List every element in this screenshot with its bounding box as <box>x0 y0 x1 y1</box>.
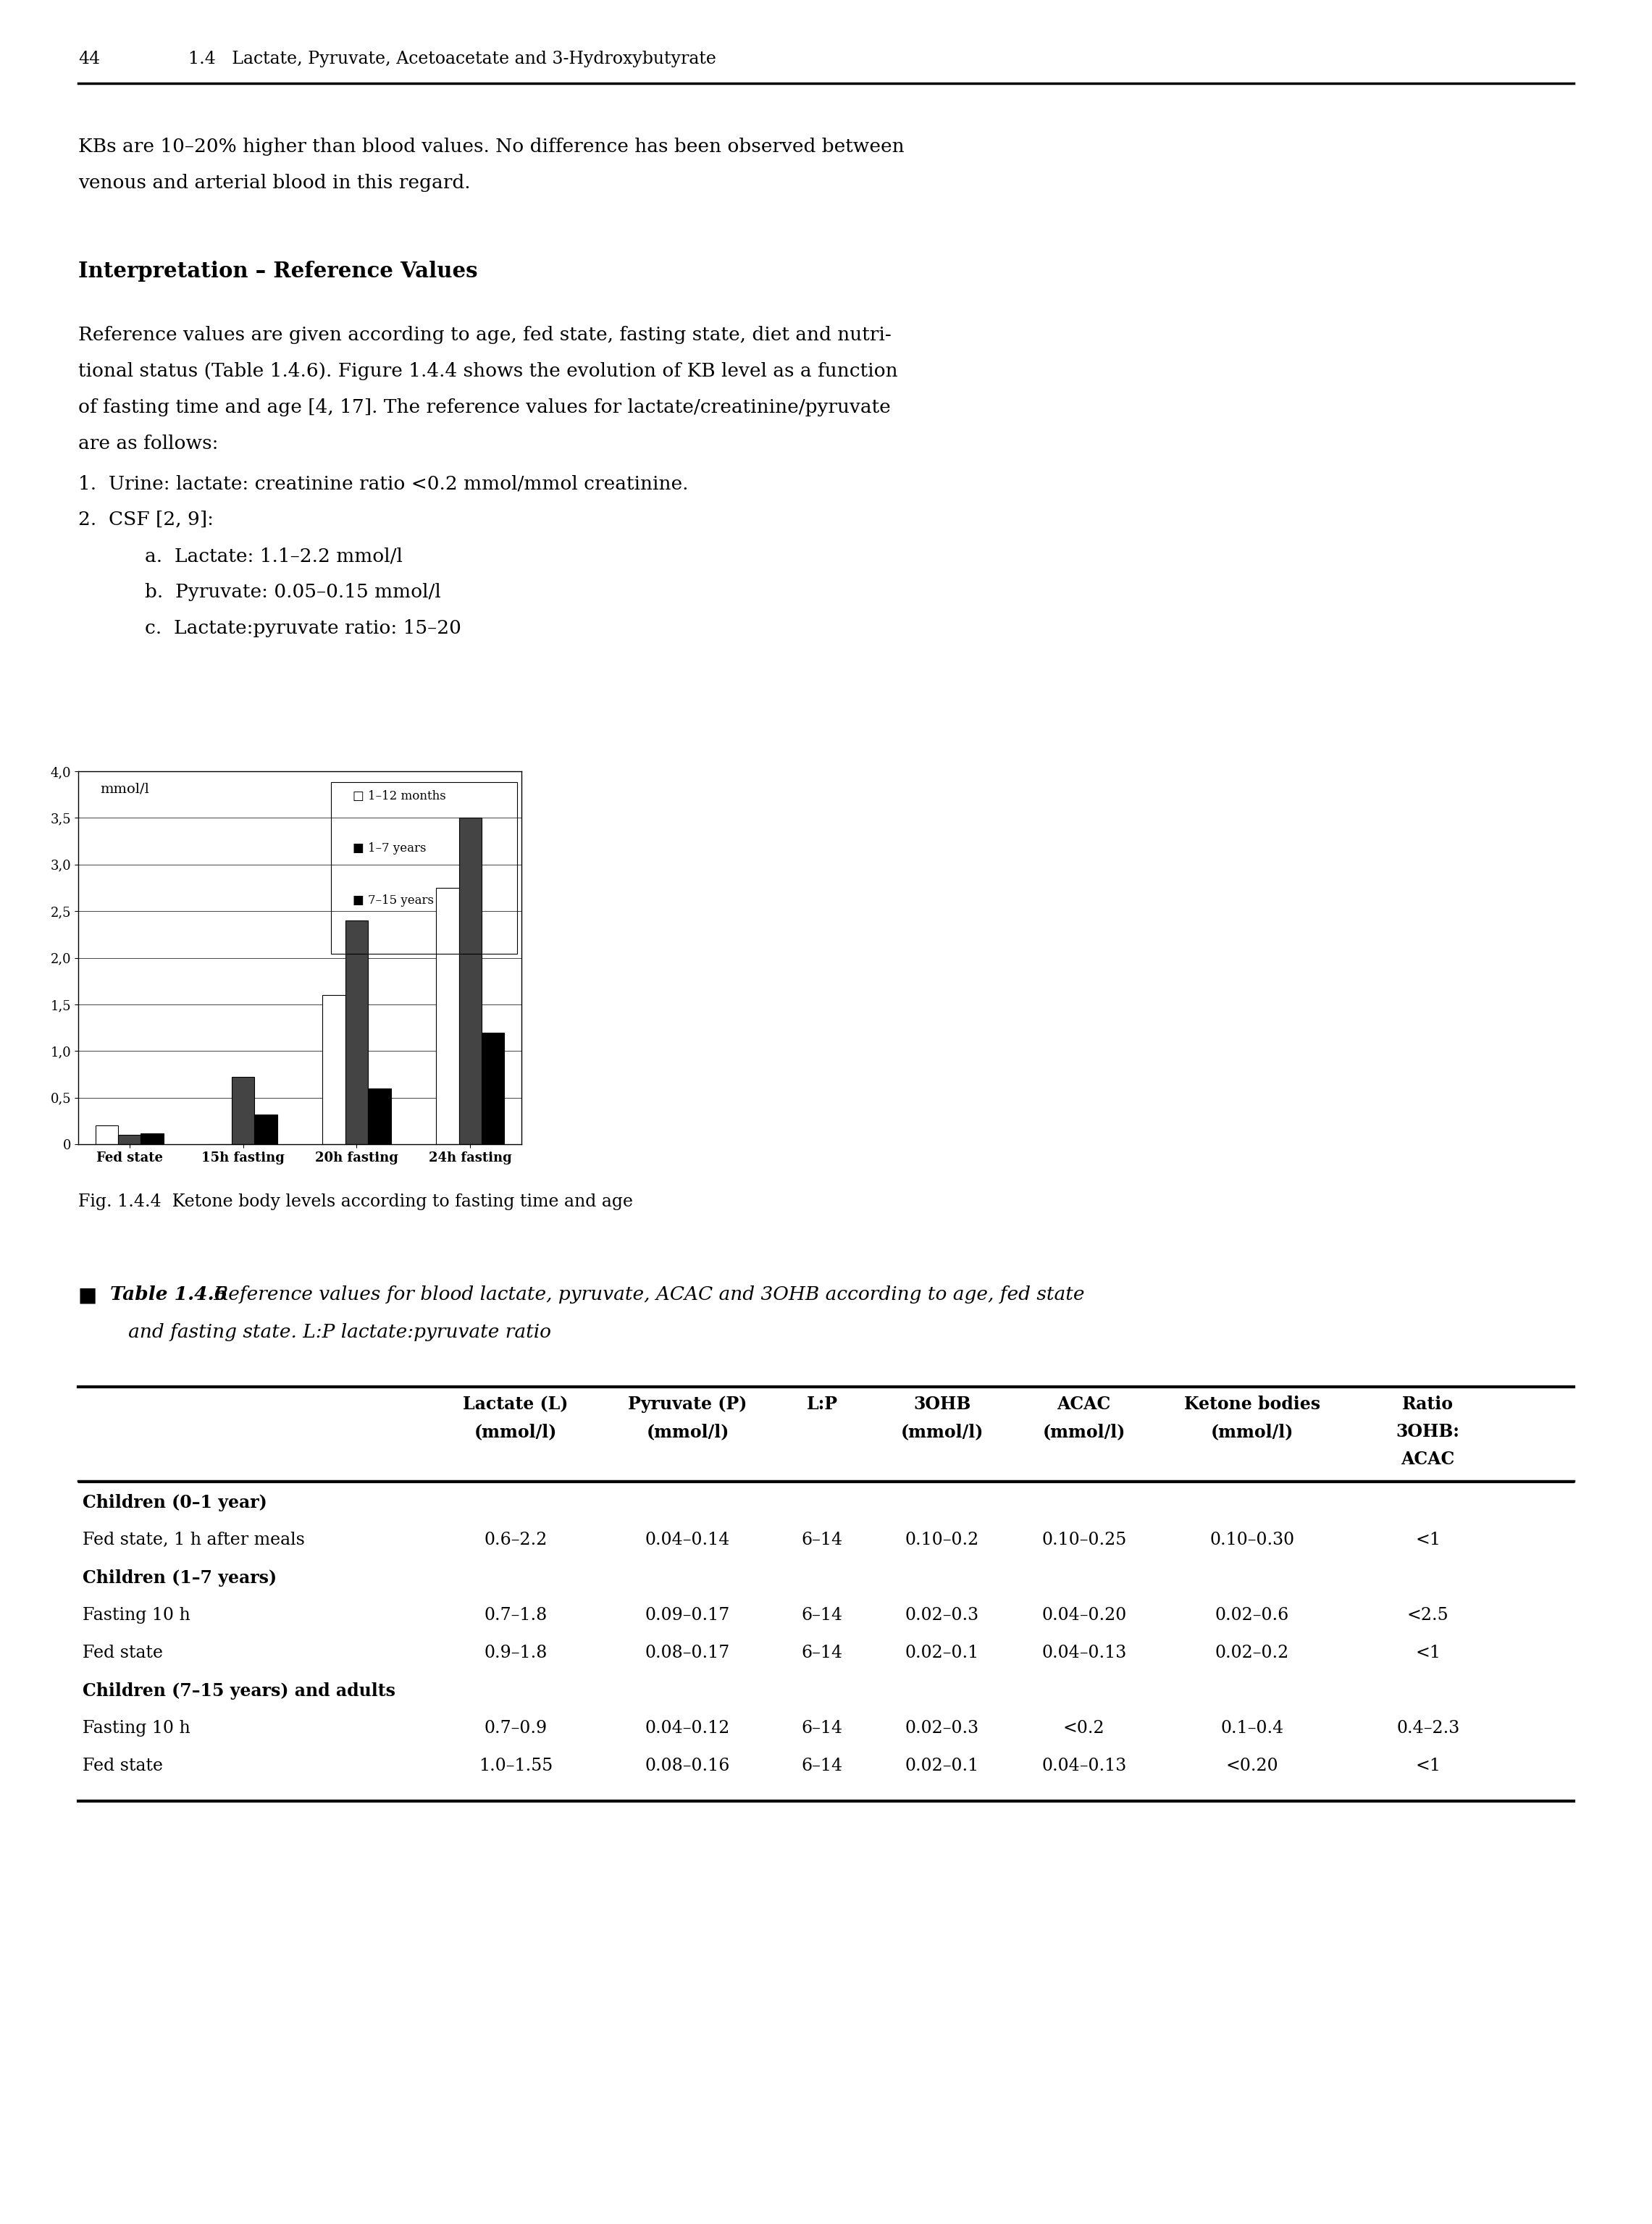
Text: Table 1.4.6: Table 1.4.6 <box>111 1285 228 1303</box>
Text: b.  Pyruvate: 0.05–0.15 mmol/l: b. Pyruvate: 0.05–0.15 mmol/l <box>145 583 441 600</box>
Text: (mmol/l): (mmol/l) <box>1211 1423 1294 1441</box>
Text: ■ 1–7 years: ■ 1–7 years <box>354 843 426 854</box>
Text: 0.02–0.2: 0.02–0.2 <box>1216 1644 1289 1661</box>
Text: 0.1–0.4: 0.1–0.4 <box>1221 1719 1284 1737</box>
Text: Children (1–7 years): Children (1–7 years) <box>83 1570 278 1586</box>
Text: Ketone bodies: Ketone bodies <box>1184 1394 1320 1412</box>
Text: <0.2: <0.2 <box>1064 1719 1105 1737</box>
Text: of fasting time and age [4, 17]. The reference values for lactate/creatinine/pyr: of fasting time and age [4, 17]. The ref… <box>78 398 890 416</box>
Text: 0.09–0.17: 0.09–0.17 <box>646 1608 730 1624</box>
Text: 0.10–0.2: 0.10–0.2 <box>905 1532 980 1548</box>
Text: 0.7–0.9: 0.7–0.9 <box>484 1719 547 1737</box>
Text: 0.10–0.30: 0.10–0.30 <box>1209 1532 1295 1548</box>
Text: 6–14: 6–14 <box>801 1719 843 1737</box>
Bar <box>231 1076 254 1143</box>
Text: 3OHB:: 3OHB: <box>1396 1423 1460 1441</box>
Text: 6–14: 6–14 <box>801 1644 843 1661</box>
Text: 0.4–2.3: 0.4–2.3 <box>1396 1719 1460 1737</box>
Text: <0.20: <0.20 <box>1226 1757 1279 1775</box>
Text: 3OHB: 3OHB <box>914 1394 971 1412</box>
Text: KBs are 10–20% higher than blood values. No difference has been observed between: KBs are 10–20% higher than blood values.… <box>78 138 904 156</box>
Bar <box>117 1134 140 1143</box>
Text: a.  Lactate: 1.1–2.2 mmol/l: a. Lactate: 1.1–2.2 mmol/l <box>145 547 403 565</box>
Bar <box>368 1088 392 1143</box>
Text: □ 1–12 months: □ 1–12 months <box>354 790 446 803</box>
Text: 0.6–2.2: 0.6–2.2 <box>484 1532 547 1548</box>
Text: (mmol/l): (mmol/l) <box>1042 1423 1125 1441</box>
Text: c.  Lactate:pyruvate ratio: 15–20: c. Lactate:pyruvate ratio: 15–20 <box>145 618 461 638</box>
Text: Fed state: Fed state <box>83 1644 164 1661</box>
Text: 0.04–0.13: 0.04–0.13 <box>1041 1644 1127 1661</box>
Text: 0.04–0.13: 0.04–0.13 <box>1041 1757 1127 1775</box>
Text: Fasting 10 h: Fasting 10 h <box>83 1608 190 1624</box>
Text: 0.10–0.25: 0.10–0.25 <box>1041 1532 1127 1548</box>
Text: are as follows:: are as follows: <box>78 434 218 454</box>
Text: 6–14: 6–14 <box>801 1757 843 1775</box>
Text: Pyruvate (P): Pyruvate (P) <box>628 1394 747 1412</box>
Bar <box>436 887 459 1143</box>
Bar <box>96 1125 117 1143</box>
Text: 0.04–0.12: 0.04–0.12 <box>646 1719 730 1737</box>
Text: mmol/l: mmol/l <box>101 783 150 796</box>
Text: Ratio: Ratio <box>1403 1394 1454 1412</box>
Text: 1.4   Lactate, Pyruvate, Acetoacetate and 3-Hydroxybutyrate: 1.4 Lactate, Pyruvate, Acetoacetate and … <box>188 51 717 67</box>
Text: (mmol/l): (mmol/l) <box>646 1423 729 1441</box>
Text: 0.02–0.3: 0.02–0.3 <box>905 1608 980 1624</box>
Text: 1.0–1.55: 1.0–1.55 <box>479 1757 553 1775</box>
Text: ■: ■ <box>78 1285 97 1305</box>
Text: 0.04–0.20: 0.04–0.20 <box>1041 1608 1127 1624</box>
Text: ACAC: ACAC <box>1401 1450 1455 1468</box>
Text: 0.02–0.1: 0.02–0.1 <box>905 1644 980 1661</box>
Text: 0.02–0.1: 0.02–0.1 <box>905 1757 980 1775</box>
Text: Reference values are given according to age, fed state, fasting state, diet and : Reference values are given according to … <box>78 327 892 345</box>
Text: Fig. 1.4.4  Ketone body levels according to fasting time and age: Fig. 1.4.4 Ketone body levels according … <box>78 1194 633 1210</box>
Text: (mmol/l): (mmol/l) <box>474 1423 557 1441</box>
Bar <box>322 994 345 1143</box>
Bar <box>345 921 368 1143</box>
Text: 0.02–0.6: 0.02–0.6 <box>1216 1608 1289 1624</box>
Text: 0.08–0.17: 0.08–0.17 <box>646 1644 730 1661</box>
Text: 6–14: 6–14 <box>801 1608 843 1624</box>
Text: Reference values for blood lactate, pyruvate, ACAC and 3OHB according to age, fe: Reference values for blood lactate, pyru… <box>208 1285 1085 1303</box>
Text: venous and arterial blood in this regard.: venous and arterial blood in this regard… <box>78 173 471 191</box>
Text: <1: <1 <box>1416 1757 1441 1775</box>
Text: <1: <1 <box>1416 1532 1441 1548</box>
Text: <2.5: <2.5 <box>1408 1608 1449 1624</box>
Bar <box>254 1114 278 1143</box>
Text: L:P: L:P <box>806 1394 838 1412</box>
Text: 1.  Urine: lactate: creatinine ratio <0.2 mmol/mmol creatinine.: 1. Urine: lactate: creatinine ratio <0.2… <box>78 474 689 492</box>
Text: 0.02–0.3: 0.02–0.3 <box>905 1719 980 1737</box>
Bar <box>482 1032 504 1143</box>
Bar <box>140 1132 164 1143</box>
Text: Fed state: Fed state <box>83 1757 164 1775</box>
Text: 0.7–1.8: 0.7–1.8 <box>484 1608 547 1624</box>
Text: 6–14: 6–14 <box>801 1532 843 1548</box>
Text: Interpretation – Reference Values: Interpretation – Reference Values <box>78 260 477 282</box>
Bar <box>330 783 517 954</box>
Text: Fasting 10 h: Fasting 10 h <box>83 1719 190 1737</box>
Text: ■ 7–15 years: ■ 7–15 years <box>354 894 434 907</box>
Text: tional status (Table 1.4.6). Figure 1.4.4 shows the evolution of KB level as a f: tional status (Table 1.4.6). Figure 1.4.… <box>78 363 897 380</box>
Text: 0.04–0.14: 0.04–0.14 <box>646 1532 730 1548</box>
Text: Fed state, 1 h after meals: Fed state, 1 h after meals <box>83 1532 306 1548</box>
Text: 0.9–1.8: 0.9–1.8 <box>484 1644 547 1661</box>
Text: 44: 44 <box>78 51 101 67</box>
Text: 2.  CSF [2, 9]:: 2. CSF [2, 9]: <box>78 512 213 529</box>
Text: Children (7–15 years) and adults: Children (7–15 years) and adults <box>83 1681 395 1699</box>
Text: and fasting state. L:P lactate:pyruvate ratio: and fasting state. L:P lactate:pyruvate … <box>111 1323 552 1341</box>
Text: Lactate (L): Lactate (L) <box>463 1394 568 1412</box>
Text: Children (0–1 year): Children (0–1 year) <box>83 1495 268 1512</box>
Text: (mmol/l): (mmol/l) <box>900 1423 983 1441</box>
Text: ACAC: ACAC <box>1057 1394 1110 1412</box>
Text: <1: <1 <box>1416 1644 1441 1661</box>
Text: 0.08–0.16: 0.08–0.16 <box>646 1757 730 1775</box>
Bar <box>459 818 482 1143</box>
